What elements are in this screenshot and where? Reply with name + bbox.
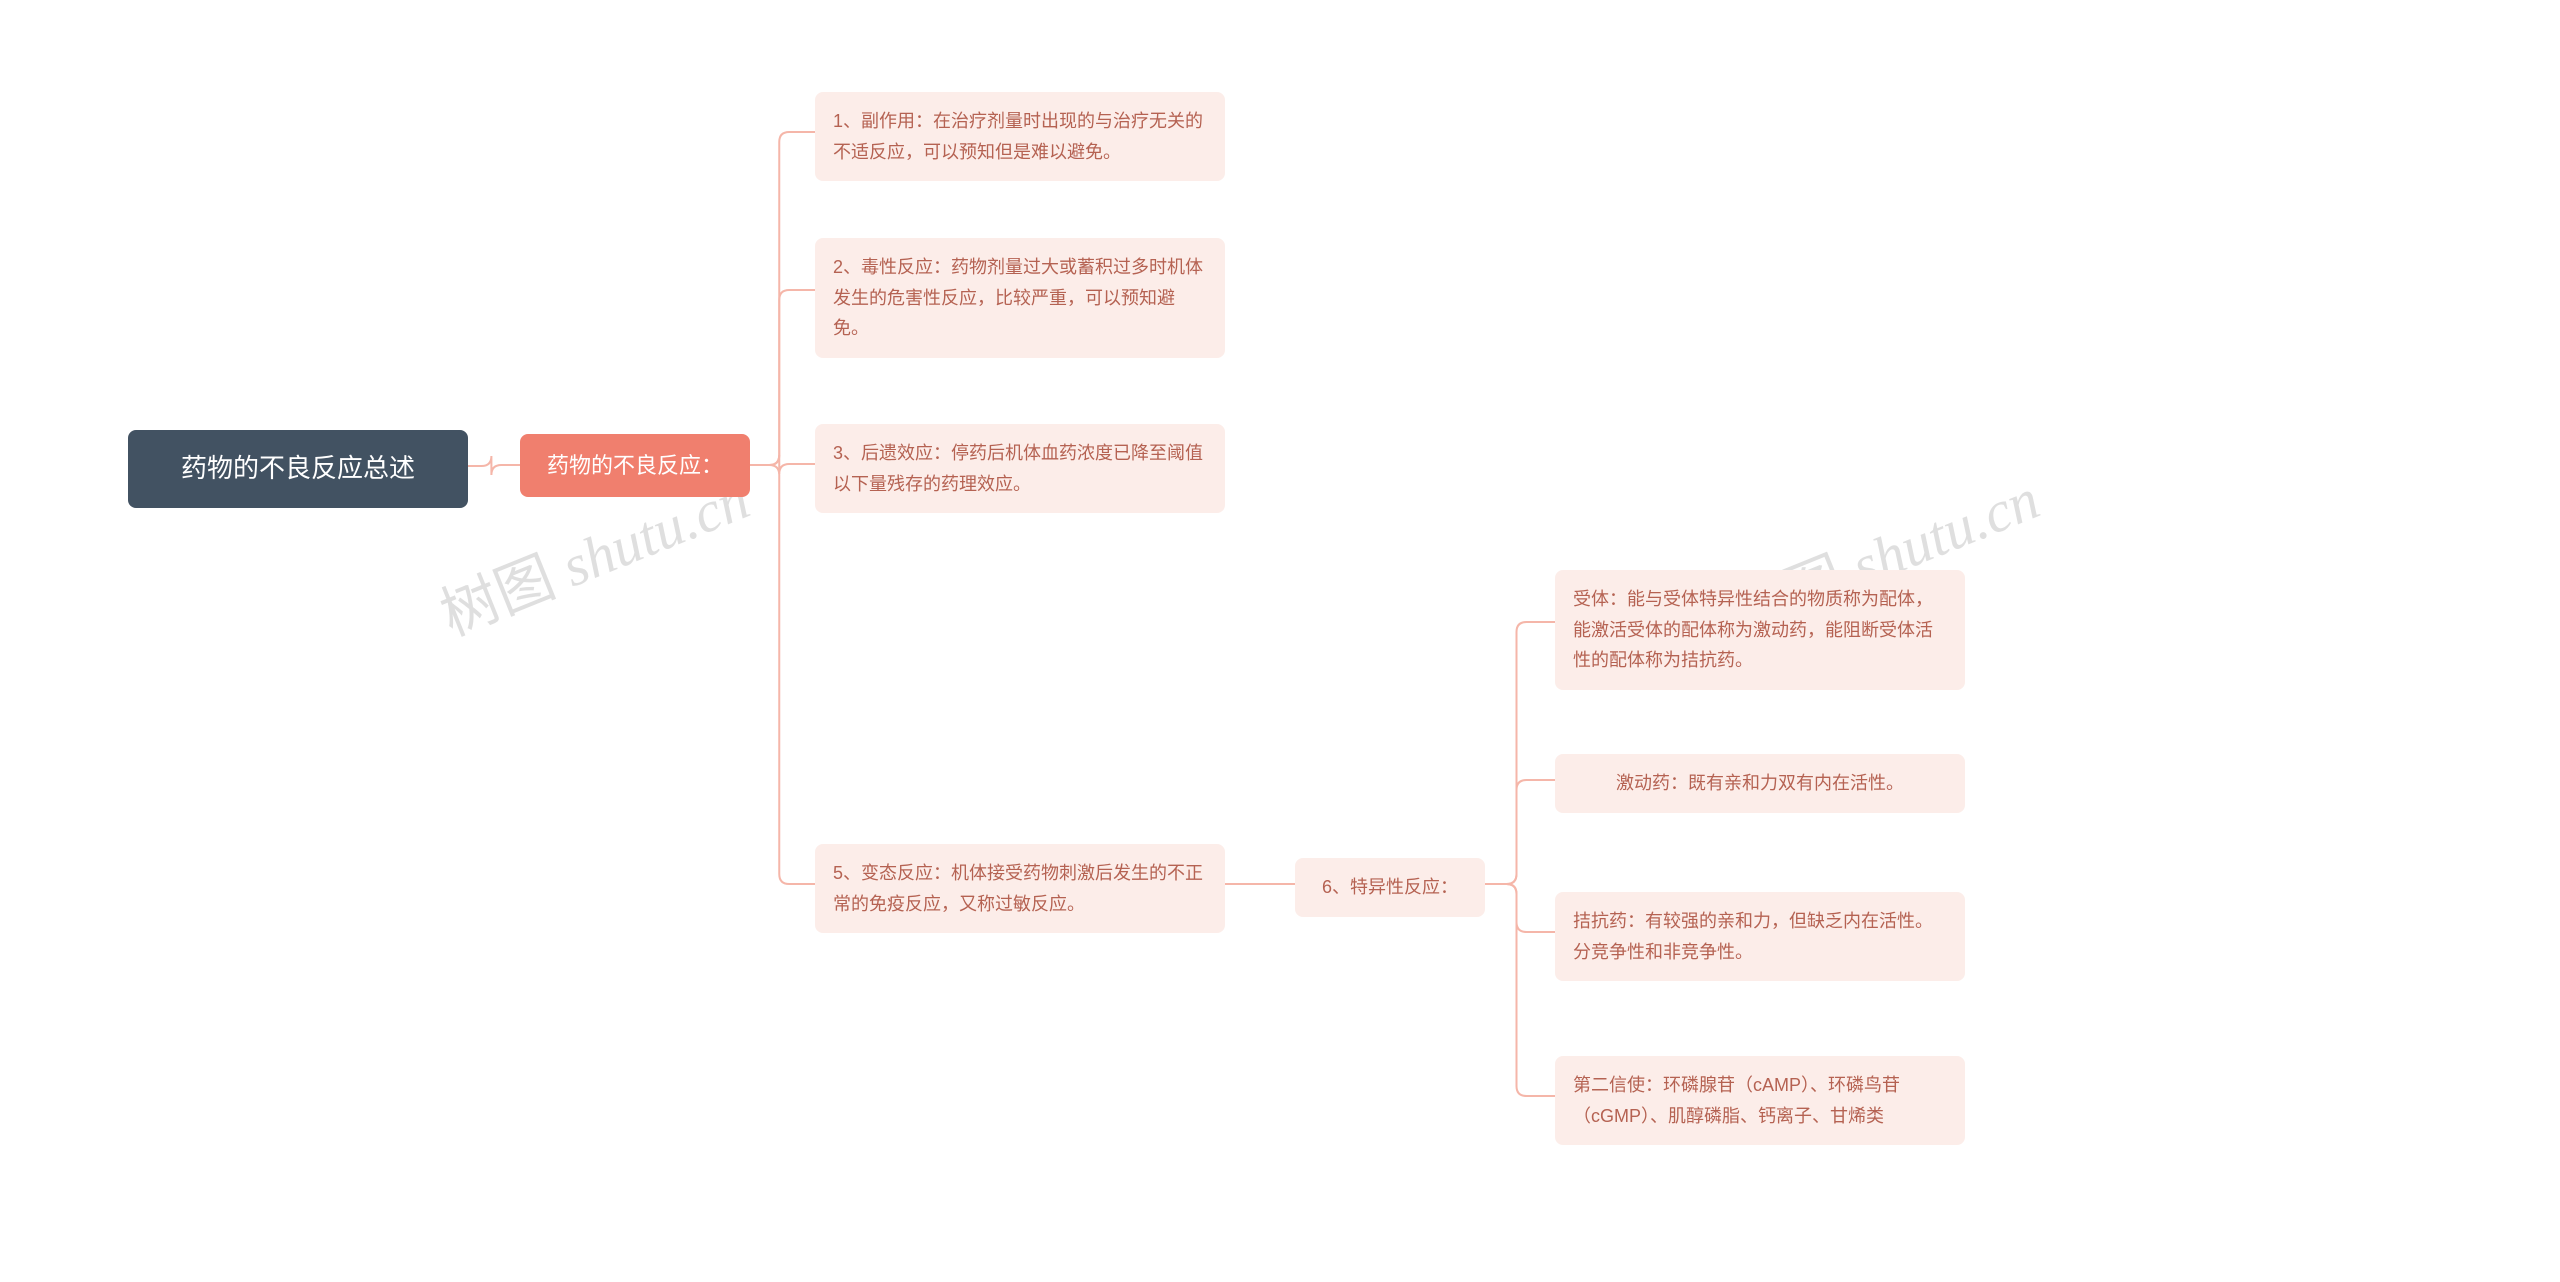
- node-leaf-6b[interactable]: 激动药：既有亲和力双有内在活性。: [1555, 754, 1965, 813]
- node-leaf-5[interactable]: 5、变态反应：机体接受药物刺激后发生的不正常的免疫反应，又称过敏反应。: [815, 844, 1225, 933]
- node-root[interactable]: 药物的不良反应总述: [128, 430, 468, 508]
- node-leaf-6c[interactable]: 拮抗药：有较强的亲和力，但缺乏内在活性。分竞争性和非竞争性。: [1555, 892, 1965, 981]
- node-leaf-2[interactable]: 2、毒性反应：药物剂量过大或蓄积过多时机体发生的危害性反应，比较严重，可以预知避…: [815, 238, 1225, 358]
- mindmap-canvas: 树图 shutu.cn 树图 shutu.cn 药物的不良反应总述 药物的不良反…: [0, 0, 2560, 1282]
- node-leaf-6a[interactable]: 受体：能与受体特异性结合的物质称为配体，能激活受体的配体称为激动药，能阻断受体活…: [1555, 570, 1965, 690]
- node-leaf-1[interactable]: 1、副作用：在治疗剂量时出现的与治疗无关的不适反应，可以预知但是难以避免。: [815, 92, 1225, 181]
- connector-layer: [0, 0, 2560, 1282]
- node-leaf-6[interactable]: 6、特异性反应：: [1295, 858, 1485, 917]
- node-level1[interactable]: 药物的不良反应：: [520, 434, 750, 497]
- node-leaf-3[interactable]: 3、后遗效应：停药后机体血药浓度已降至阈值以下量残存的药理效应。: [815, 424, 1225, 513]
- node-leaf-6d[interactable]: 第二信使：环磷腺苷（cAMP）、环磷鸟苷（cGMP）、肌醇磷脂、钙离子、甘烯类: [1555, 1056, 1965, 1145]
